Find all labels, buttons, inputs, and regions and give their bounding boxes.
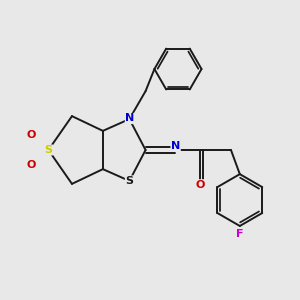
Text: F: F: [236, 229, 244, 239]
Text: O: O: [195, 180, 205, 190]
Text: N: N: [125, 113, 135, 124]
Text: N: N: [171, 142, 180, 152]
Text: S: S: [44, 145, 52, 155]
Text: O: O: [26, 130, 35, 140]
Text: O: O: [26, 160, 35, 170]
Text: S: S: [125, 176, 134, 186]
